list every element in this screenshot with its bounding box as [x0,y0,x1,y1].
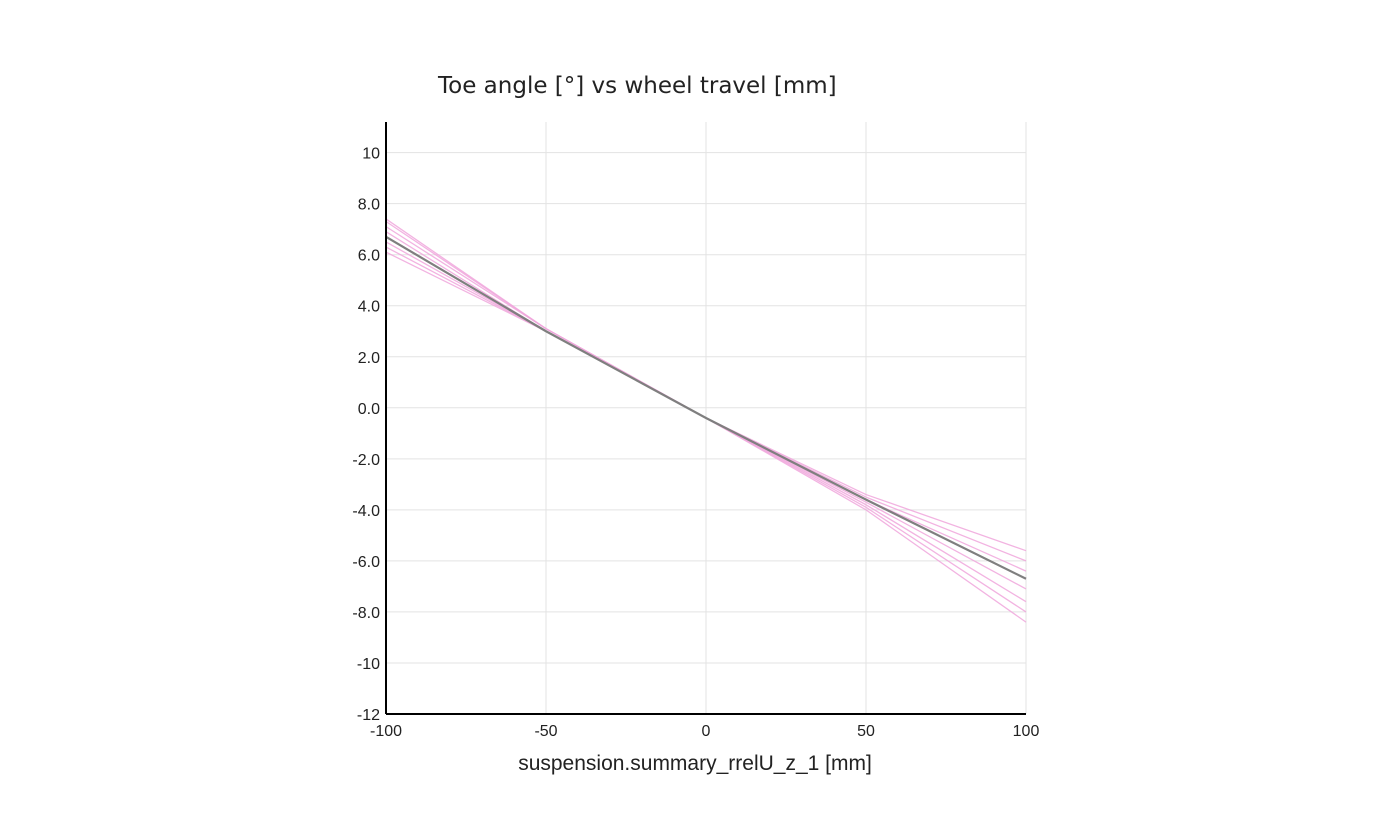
x-tick-label: -100 [370,723,402,740]
y-tick-label: -4.0 [352,503,380,520]
chart-title: Toe angle [°] vs wheel travel [mm] [437,73,837,99]
y-tick-label: 2.0 [358,350,380,367]
y-tick-label: 6.0 [358,248,380,265]
nominal-series-line [385,235,1027,580]
series-layer [385,218,1027,623]
y-tick-label: -8.0 [352,605,380,622]
y-tick-label: 10 [362,146,380,163]
x-tick-label: 50 [857,723,875,740]
y-tick-label: -6.0 [352,554,380,571]
x-tick-label: 0 [702,723,711,740]
y-tick-label: -10 [357,656,380,673]
x-tick-label: 100 [1013,723,1040,740]
y-tick-label: 8.0 [358,197,380,214]
y-tick-label: -12 [357,707,380,724]
x-tick-label: -50 [534,723,557,740]
tick-label-layer: 108.06.04.02.00.0-2.0-4.0-6.0-8.0-10-12-… [352,146,1039,740]
y-tick-label: 0.0 [358,401,380,418]
y-tick-label: -2.0 [352,452,380,469]
axis-layer [385,122,1026,715]
y-tick-label: 4.0 [358,299,380,316]
x-axis-label: suspension.summary_rrelU_z_1 [mm] [518,752,872,775]
